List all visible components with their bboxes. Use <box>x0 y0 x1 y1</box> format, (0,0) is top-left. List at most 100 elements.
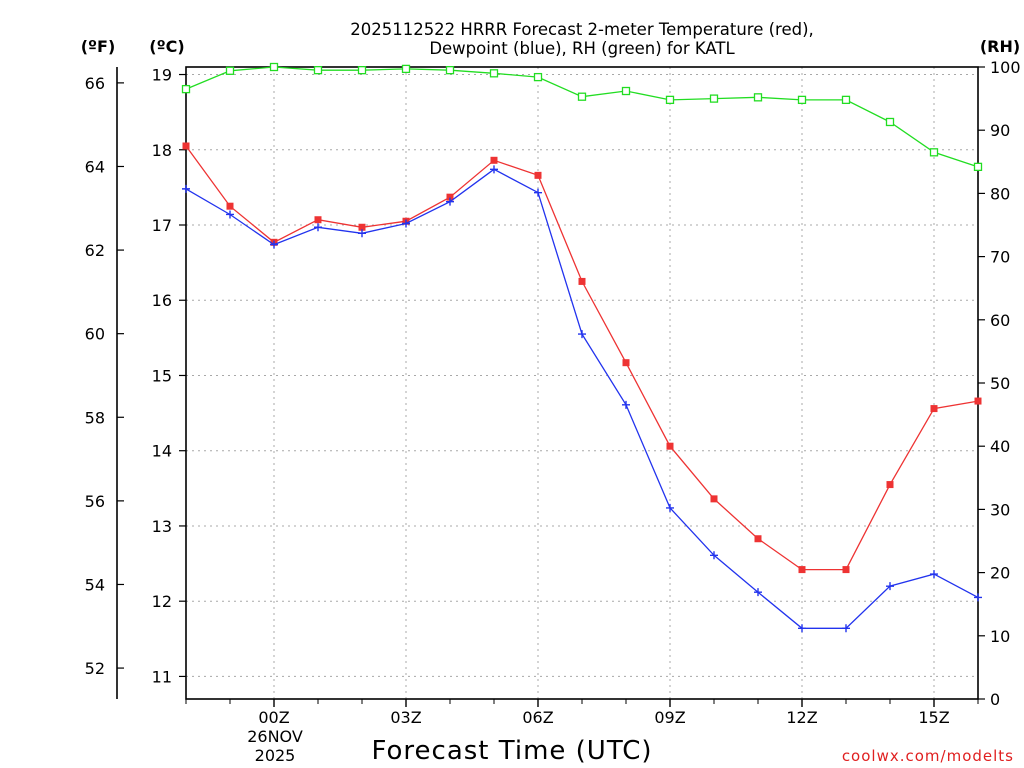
dewpoint-point <box>314 223 322 232</box>
chart-title-line-2: Dewpoint (blue), RH (green) for KATL <box>429 39 735 58</box>
rh-tick-label: 50 <box>990 374 1010 393</box>
rh-point <box>621 86 631 96</box>
rh-unit-label: (RH) <box>980 37 1020 56</box>
celsius-tick-label: 13 <box>152 517 172 536</box>
rh-point <box>709 94 719 103</box>
dewpoint-point <box>930 570 938 579</box>
fahrenheit-tick-label: 64 <box>85 157 105 176</box>
rh-tick-label: 10 <box>990 627 1010 646</box>
temperature-point <box>446 193 454 201</box>
rh-tick-label: 30 <box>990 500 1010 519</box>
temperature-point <box>974 397 982 405</box>
time-tick-label: 03Z <box>390 708 421 727</box>
time-tick-label: 06Z <box>522 708 553 727</box>
rh-point <box>313 66 323 75</box>
plot-frame <box>185 66 979 700</box>
rh-point <box>753 93 763 102</box>
time-tick-label: 09Z <box>654 708 685 727</box>
temperature-point <box>666 442 674 450</box>
temperature-point <box>226 202 234 210</box>
temperature-point <box>578 277 586 285</box>
temperature-point <box>490 156 498 164</box>
fahrenheit-tick-label: 56 <box>85 492 105 511</box>
temperature-point <box>534 171 542 179</box>
dewpoint-point <box>622 400 630 409</box>
rh-tick-label: 20 <box>990 564 1010 583</box>
date-label-day: 26NOV <box>247 727 303 746</box>
dewpoint-point <box>270 240 278 249</box>
dewpoint-point <box>974 593 982 602</box>
rh-point <box>445 66 455 75</box>
celsius-unit-label: (ºC) <box>149 37 184 56</box>
x-axis-label: Forecast Time (UTC) <box>371 736 652 766</box>
fahrenheit-tick-label: 52 <box>85 659 105 678</box>
rh-point <box>401 64 411 74</box>
celsius-tick-label: 11 <box>152 667 172 686</box>
temperature-point <box>886 481 894 489</box>
time-tick-label: 12Z <box>786 708 817 727</box>
rh-point <box>225 66 235 75</box>
dewpoint-point <box>446 197 454 206</box>
fahrenheit-tick-label: 62 <box>85 241 105 260</box>
rh-point <box>489 69 499 78</box>
temperature-point <box>798 566 806 574</box>
temperature-point <box>754 535 762 543</box>
dewpoint-point <box>358 229 366 238</box>
rh-point <box>885 117 895 127</box>
rh-tick-label: 90 <box>990 121 1010 140</box>
time-tick-label: 15Z <box>918 708 949 727</box>
dewpoint-point <box>710 551 718 560</box>
rh-tick-label: 60 <box>990 311 1010 330</box>
rh-tick-label: 70 <box>990 248 1010 267</box>
rh-point <box>181 84 191 94</box>
fahrenheit-tick-label: 60 <box>85 325 105 344</box>
rh-point <box>269 62 279 72</box>
temperature-point <box>930 405 938 413</box>
date-label-year: 2025 <box>255 746 296 765</box>
temperature-point <box>314 216 322 224</box>
source-credit: coolwx.com/modelts <box>842 747 1014 765</box>
rh-point <box>841 95 851 105</box>
dewpoint-point <box>402 219 410 228</box>
dewpoint-point <box>886 582 894 591</box>
time-tick-label: 00Z <box>258 708 289 727</box>
temperature-point <box>358 223 366 231</box>
series-layer <box>181 62 983 633</box>
rh-line <box>185 66 979 168</box>
temperature-point <box>622 359 630 367</box>
rh-tick-label: 80 <box>990 184 1010 203</box>
rh-point <box>665 95 675 105</box>
rh-axis: 0 10 20 30 40 50 60 70 80 90 100 <box>978 58 1021 709</box>
temperature-point <box>842 566 850 574</box>
grid-lines <box>186 67 978 699</box>
rh-point <box>533 72 543 82</box>
rh-tick-label: 100 <box>990 58 1021 77</box>
chart-title-line-1: 2025112522 HRRR Forecast 2-meter Tempera… <box>350 20 814 39</box>
rh-tick-label: 40 <box>990 437 1010 456</box>
celsius-tick-label: 18 <box>152 141 172 160</box>
celsius-tick-label: 17 <box>152 216 172 235</box>
fahrenheit-tick-label: 58 <box>85 408 105 427</box>
rh-point <box>797 95 807 105</box>
fahrenheit-axis: 52 54 56 58 60 62 64 66 <box>85 74 124 678</box>
dewpoint-line <box>185 168 979 629</box>
dewpoint-point <box>534 188 542 197</box>
celsius-tick-label: 19 <box>152 66 172 85</box>
dewpoint-point <box>182 184 190 193</box>
fahrenheit-tick-label: 54 <box>85 575 105 594</box>
dewpoint-point <box>666 503 674 512</box>
temperature-point <box>710 495 718 503</box>
temperature-line <box>185 145 979 571</box>
celsius-tick-label: 15 <box>152 366 172 385</box>
dewpoint-point <box>842 624 850 633</box>
rh-tick-label: 0 <box>990 690 1000 709</box>
dewpoint-point <box>490 165 498 174</box>
rh-point <box>357 66 367 75</box>
fahrenheit-unit-label: (ºF) <box>81 37 116 56</box>
dewpoint-point <box>754 588 762 597</box>
dewpoint-point <box>226 210 234 219</box>
rh-point <box>577 92 587 101</box>
celsius-tick-label: 12 <box>152 592 172 611</box>
dewpoint-point <box>578 330 586 339</box>
